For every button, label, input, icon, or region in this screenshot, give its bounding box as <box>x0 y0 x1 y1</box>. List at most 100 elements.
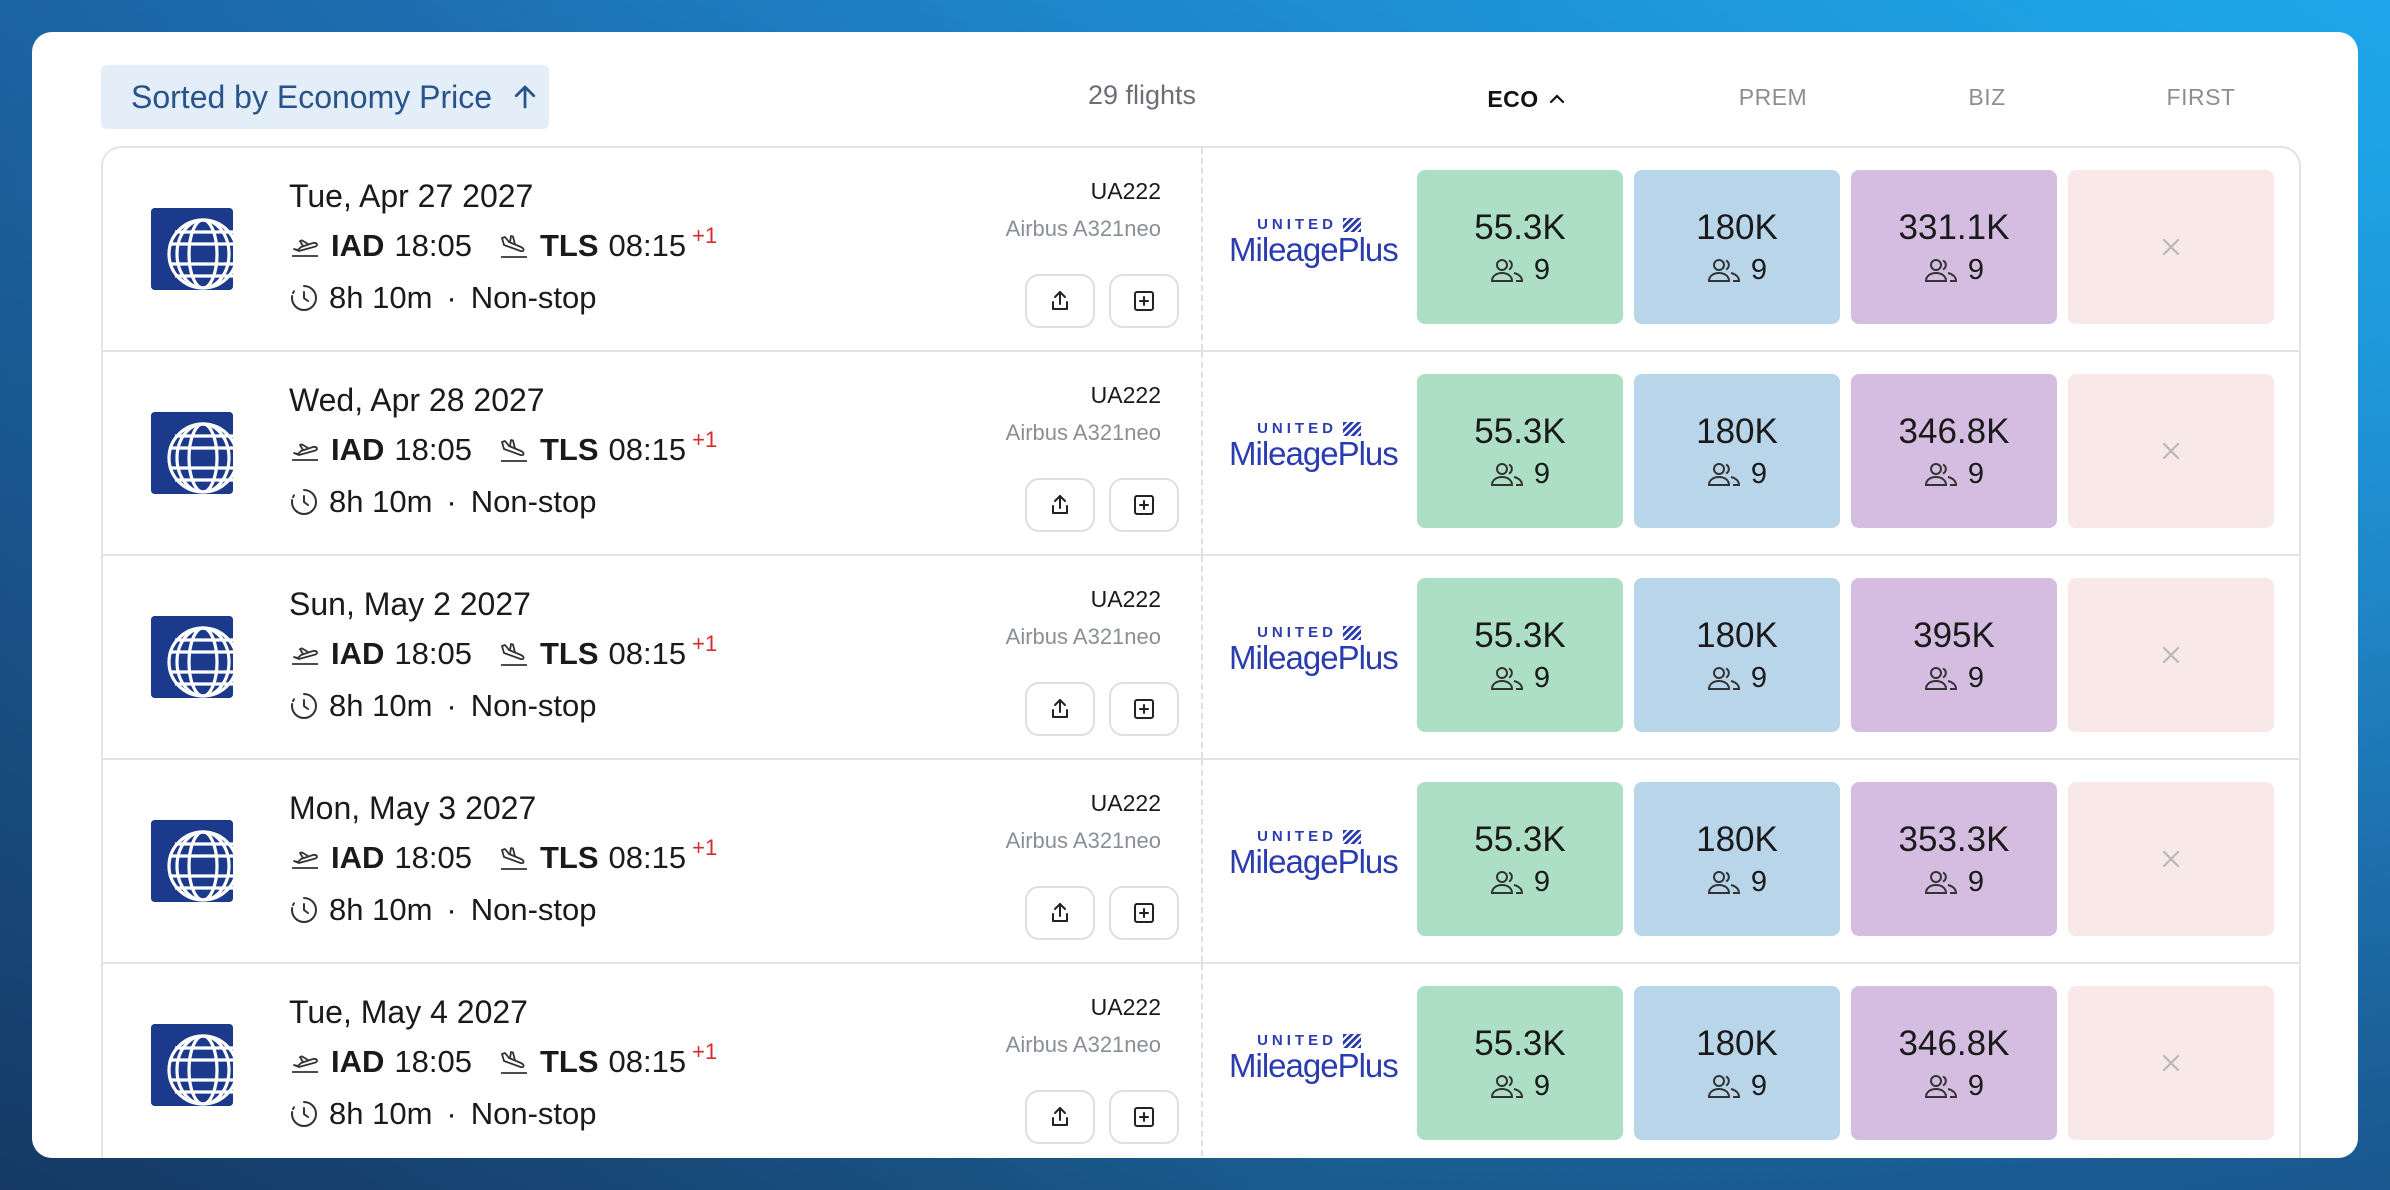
united-globe-logo <box>151 616 233 698</box>
seat-count: 9 <box>1707 866 1767 899</box>
seat-count: 9 <box>1924 662 1984 695</box>
users-icon <box>1490 1075 1523 1098</box>
fare-cell-prem[interactable]: 180K 9 <box>1634 578 1840 732</box>
fare-cell-eco[interactable]: 55.3K 9 <box>1417 374 1623 528</box>
plane-landing-icon <box>500 1051 527 1074</box>
plane-landing-icon <box>500 643 527 666</box>
day-offset: +1 <box>692 1039 718 1064</box>
add-button[interactable] <box>1109 274 1179 328</box>
fare-price: 55.3K <box>1474 1023 1566 1063</box>
fare-price: 346.8K <box>1898 1023 2010 1063</box>
aircraft-type: Airbus A321neo <box>1005 624 1161 649</box>
row-divider <box>1201 760 1203 962</box>
fare-cell-biz[interactable]: 353.3K 9 <box>1851 782 2057 936</box>
flight-row[interactable]: Wed, Apr 28 2027 IAD 18:05 TLS 08:15 +1 8h… <box>103 352 2299 556</box>
column-header-biz[interactable]: BIZ <box>1968 84 2006 110</box>
day-offset: +1 <box>692 631 718 656</box>
united-globe-logo <box>151 412 233 494</box>
fare-cell-prem[interactable]: 180K 9 <box>1634 374 1840 528</box>
fare-price: 180K <box>1696 411 1778 451</box>
fare-cell-eco[interactable]: 55.3K 9 <box>1417 170 1623 324</box>
users-icon <box>1490 667 1523 690</box>
seat-count: 9 <box>1490 254 1550 287</box>
fare-cell-prem[interactable]: 180K 9 <box>1634 170 1840 324</box>
fare-cell-prem[interactable]: 180K 9 <box>1634 986 1840 1140</box>
users-icon <box>1490 463 1523 486</box>
mileageplus-logo: UNITED MileagePlus <box>1229 624 1399 676</box>
mileageplus-logo: UNITED MileagePlus <box>1229 420 1399 472</box>
share-button[interactable] <box>1025 274 1095 328</box>
row-divider <box>1201 148 1203 350</box>
seat-count: 9 <box>1490 1070 1550 1103</box>
plane-takeoff-icon <box>292 851 318 869</box>
aircraft-type: Airbus A321neo <box>1005 216 1161 241</box>
fare-price: 55.3K <box>1474 819 1566 859</box>
fare-cell-biz[interactable]: 331.1K 9 <box>1851 170 2057 324</box>
fare-price: 395K <box>1913 615 1995 655</box>
users-icon <box>1707 1075 1740 1098</box>
column-header-first[interactable]: FIRST <box>2166 84 2236 110</box>
share-icon <box>1052 1107 1068 1126</box>
plane-takeoff-icon <box>292 239 318 257</box>
users-icon <box>1924 259 1957 282</box>
fare-price: 55.3K <box>1474 615 1566 655</box>
duration-line: 8h 10m · Non-stop <box>289 688 597 724</box>
seat-count: 9 <box>1707 1070 1767 1103</box>
seat-count: 9 <box>1490 458 1550 491</box>
mileageplus-logo: UNITED MileagePlus <box>1229 1032 1399 1084</box>
share-button[interactable] <box>1025 682 1095 736</box>
clock-icon <box>290 285 317 311</box>
share-button[interactable] <box>1025 886 1095 940</box>
fare-price: 180K <box>1696 819 1778 859</box>
plane-takeoff-icon <box>292 647 318 665</box>
flight-number: UA222 <box>1090 790 1161 816</box>
fare-cell-biz[interactable]: 346.8K 9 <box>1851 374 2057 528</box>
fare-cell-eco[interactable]: 55.3K 9 <box>1417 986 1623 1140</box>
fare-cell-eco[interactable]: 55.3K 9 <box>1417 782 1623 936</box>
add-button[interactable] <box>1109 886 1179 940</box>
fare-cell-eco[interactable]: 55.3K 9 <box>1417 578 1623 732</box>
duration-line: 8h 10m · Non-stop <box>289 280 597 316</box>
column-header-eco[interactable]: ECO <box>1446 84 1606 113</box>
fare-price: 331.1K <box>1898 207 2010 247</box>
aircraft-type: Airbus A321neo <box>1005 828 1161 853</box>
flight-results-card: Sorted by Economy Price 29 flights ECO P… <box>32 32 2358 1158</box>
column-header-prem[interactable]: PREM <box>1738 84 1808 110</box>
share-button[interactable] <box>1025 1090 1095 1144</box>
duration-line: 8h 10m · Non-stop <box>289 1096 597 1132</box>
aircraft-type: Airbus A321neo <box>1005 1032 1161 1057</box>
fare-price: 55.3K <box>1474 207 1566 247</box>
sort-button[interactable]: Sorted by Economy Price <box>101 65 549 129</box>
united-globe-logo <box>151 1024 233 1106</box>
fare-cell-prem[interactable]: 180K 9 <box>1634 782 1840 936</box>
fare-cell-biz[interactable]: 346.8K 9 <box>1851 986 2057 1140</box>
seat-count: 9 <box>1707 662 1767 695</box>
fare-price: 180K <box>1696 207 1778 247</box>
route-line: IAD 18:05 TLS 08:15 +1 <box>289 1039 717 1080</box>
close-icon <box>2162 442 2180 460</box>
plus-square-icon <box>1134 1107 1154 1127</box>
plane-landing-icon <box>500 235 527 258</box>
add-button[interactable] <box>1109 682 1179 736</box>
fare-price: 353.3K <box>1898 819 2010 859</box>
mileageplus-logo: UNITED MileagePlus <box>1229 216 1399 268</box>
share-icon <box>1052 699 1068 718</box>
flight-table: Tue, Apr 27 2027 IAD 18:05 TLS 08:15 +1 8h… <box>101 146 2301 1158</box>
fare-cell-biz[interactable]: 395K 9 <box>1851 578 2057 732</box>
aircraft-type: Airbus A321neo <box>1005 420 1161 445</box>
share-button[interactable] <box>1025 478 1095 532</box>
add-button[interactable] <box>1109 1090 1179 1144</box>
flight-row[interactable]: Sun, May 2 2027 IAD 18:05 TLS 08:15 +1 8h … <box>103 556 2299 760</box>
flight-row[interactable]: Tue, May 4 2027 IAD 18:05 TLS 08:15 +1 8h … <box>103 964 2299 1158</box>
plus-square-icon <box>1134 699 1154 719</box>
add-button[interactable] <box>1109 478 1179 532</box>
seat-count: 9 <box>1707 458 1767 491</box>
flight-row[interactable]: Tue, Apr 27 2027 IAD 18:05 TLS 08:15 +1 8h… <box>103 148 2299 352</box>
flight-row[interactable]: Mon, May 3 2027 IAD 18:05 TLS 08:15 +1 8h … <box>103 760 2299 964</box>
clock-icon <box>290 897 317 923</box>
seat-count: 9 <box>1924 866 1984 899</box>
clock-icon <box>290 489 317 515</box>
duration-line: 8h 10m · Non-stop <box>289 484 597 520</box>
day-offset: +1 <box>692 835 718 860</box>
fare-cell-first-unavailable <box>2068 986 2274 1140</box>
